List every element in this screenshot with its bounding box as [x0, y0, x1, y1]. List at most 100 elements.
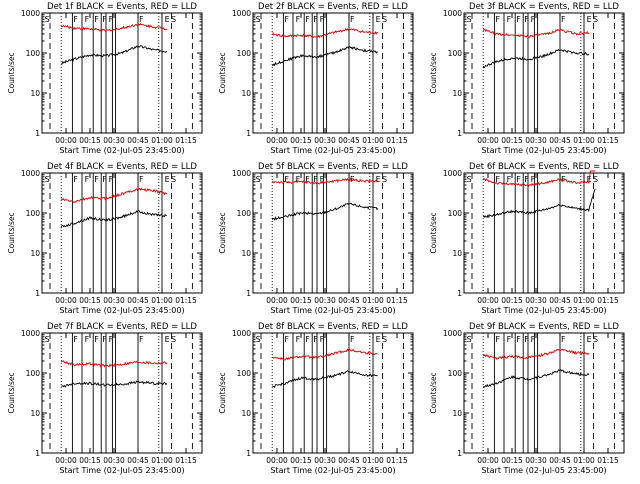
- lld-series-line: [60, 360, 168, 368]
- y-tick-label: 1000: [232, 329, 251, 338]
- x-tick-label: 00:45: [127, 456, 149, 465]
- marker-label: F: [305, 15, 310, 24]
- marker-label: F: [139, 175, 144, 184]
- x-tick-label: 01:15: [386, 456, 408, 465]
- x-tick-label: 00:00: [55, 296, 77, 305]
- x-axis-label: Start Time (02-Jul-05 23:45:00): [59, 146, 184, 155]
- panel-det-4f: Det 4f BLACK = Events, RED = LLD 1 10 100 10…: [7, 162, 203, 315]
- y-tick-label: 100: [26, 209, 41, 218]
- marker-label: F: [531, 175, 536, 184]
- marker-label: E: [165, 335, 170, 344]
- panel-title: Det 2f BLACK = Events, RED = LLD: [258, 2, 408, 12]
- x-axis-label: Start Time (02-Jul-05 23:45:00): [270, 146, 395, 155]
- marker-label: S: [382, 15, 387, 24]
- marker-label: S: [593, 335, 598, 344]
- x-tick-label: 00:45: [549, 296, 571, 305]
- panel-det-1f: Det 1f BLACK = Events, RED = LLD 1 10 100 10…: [7, 2, 203, 155]
- marker-label: F: [320, 175, 325, 184]
- x-tick-label: 01:15: [597, 456, 619, 465]
- x-tick-label: 01:00: [151, 296, 173, 305]
- plot-frame: [41, 12, 203, 134]
- y-tick-label: 1: [35, 289, 40, 298]
- marker-label: F: [284, 175, 289, 184]
- x-tick-label: 01:00: [362, 136, 384, 145]
- marker-label: F: [109, 175, 114, 184]
- marker-label: F: [305, 335, 310, 344]
- plot-frame: [41, 332, 203, 454]
- events-series-line: [271, 202, 379, 221]
- marker-label: S: [593, 15, 598, 24]
- marker-label: S: [593, 175, 598, 184]
- marker-label: F: [85, 335, 90, 344]
- x-axis-label: Start Time (02-Jul-05 23:45:00): [59, 306, 184, 315]
- marker-label: F: [516, 335, 521, 344]
- y-tick-label: 100: [237, 369, 252, 378]
- marker-label: F: [94, 15, 99, 24]
- panel-det-3f: Det 3f BLACK = Events, RED = LLD 1 10 100 10…: [429, 2, 625, 155]
- marker-label: F: [524, 15, 529, 24]
- y-tick-label: 100: [26, 369, 41, 378]
- x-tick-label: 00:45: [127, 296, 149, 305]
- marker-label: F: [561, 335, 566, 344]
- lld-series-line: [60, 187, 168, 204]
- y-tick-label: 100: [26, 49, 41, 58]
- marker-label: F: [320, 15, 325, 24]
- marker-label: S: [45, 175, 50, 184]
- x-tick-label: 00:45: [549, 456, 571, 465]
- marker-label: F: [139, 15, 144, 24]
- marker-label: F: [102, 15, 107, 24]
- marker-label: S: [171, 335, 176, 344]
- x-tick-label: 01:15: [386, 136, 408, 145]
- x-tick-label: 00:00: [55, 456, 77, 465]
- events-series-line: [271, 370, 378, 389]
- y-tick-label: 10: [452, 89, 462, 98]
- marker-label: F: [109, 335, 114, 344]
- x-axis-label: Start Time (02-Jul-05 23:45:00): [481, 466, 606, 475]
- y-tick-label: 1: [246, 449, 251, 458]
- x-tick-label: 00:00: [477, 296, 499, 305]
- panel-title: Det 6f BLACK = Events, RED = LLD: [469, 162, 619, 172]
- x-tick-label: 00:30: [525, 296, 547, 305]
- x-tick-label: 00:45: [338, 456, 360, 465]
- x-tick-label: 00:45: [338, 136, 360, 145]
- lld-series-line: [271, 348, 378, 361]
- y-axis-label: Counts/sec: [429, 372, 438, 413]
- x-tick-label: 00:30: [314, 296, 336, 305]
- y-tick-label: 1000: [232, 169, 251, 178]
- marker-label: F: [296, 175, 301, 184]
- plot-frame: [463, 172, 625, 294]
- events-series-line: [482, 188, 596, 219]
- marker-label: F: [102, 175, 107, 184]
- lld-series-line: [60, 22, 168, 32]
- x-tick-label: 00:45: [549, 136, 571, 145]
- marker-label: F: [94, 335, 99, 344]
- x-tick-label: 00:15: [79, 136, 101, 145]
- x-tick-label: 01:15: [175, 296, 197, 305]
- marker-label: F: [139, 335, 144, 344]
- marker-label: S: [467, 335, 472, 344]
- y-axis-label: Counts/sec: [429, 52, 438, 93]
- y-tick-label: 1000: [21, 9, 40, 18]
- panel-det-5f: Det 5f BLACK = Events, RED = LLD 1 10 100 10…: [218, 162, 414, 315]
- y-tick-label: 1: [457, 289, 462, 298]
- x-tick-label: 01:00: [362, 296, 384, 305]
- x-tick-label: 00:30: [525, 136, 547, 145]
- marker-label: F: [85, 15, 90, 24]
- marker-label: S: [256, 335, 261, 344]
- marker-label: F: [531, 335, 536, 344]
- marker-label: S: [171, 15, 176, 24]
- marker-label: F: [284, 15, 289, 24]
- y-tick-label: 100: [448, 49, 463, 58]
- plot-frame: [463, 12, 625, 134]
- marker-label: E: [587, 15, 592, 24]
- y-tick-label: 1: [246, 129, 251, 138]
- x-tick-label: 01:00: [362, 456, 384, 465]
- marker-label: S: [256, 175, 261, 184]
- x-tick-label: 00:30: [525, 456, 547, 465]
- marker-label: E: [376, 15, 381, 24]
- events-series-line: [61, 380, 168, 388]
- marker-label: F: [507, 335, 512, 344]
- marker-label: S: [382, 335, 387, 344]
- marker-label: S: [382, 175, 387, 184]
